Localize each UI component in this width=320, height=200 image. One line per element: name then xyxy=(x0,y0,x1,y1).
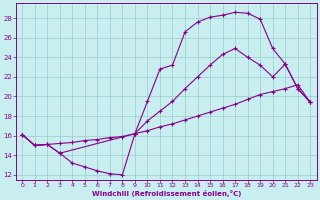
X-axis label: Windchill (Refroidissement éolien,°C): Windchill (Refroidissement éolien,°C) xyxy=(92,190,241,197)
